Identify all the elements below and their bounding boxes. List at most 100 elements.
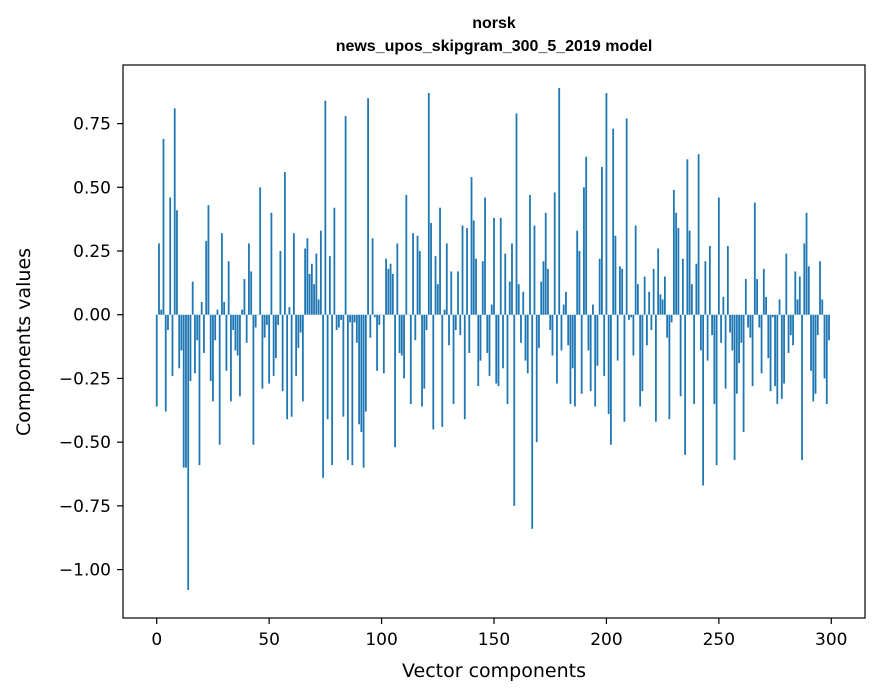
bar xyxy=(515,113,518,315)
bar xyxy=(648,291,651,315)
bar xyxy=(434,256,437,315)
bar xyxy=(751,314,754,387)
bar xyxy=(176,210,178,315)
bar xyxy=(468,314,471,353)
x-tick-label: 100 xyxy=(365,630,397,650)
bar xyxy=(270,212,273,315)
bar xyxy=(713,314,716,404)
bar xyxy=(398,314,401,353)
bar xyxy=(454,314,457,331)
bar xyxy=(625,118,628,315)
bar xyxy=(158,243,160,315)
y-axis-label: Components values xyxy=(13,248,35,436)
bar xyxy=(551,314,554,356)
bar xyxy=(506,314,509,404)
bar xyxy=(715,314,718,466)
bar xyxy=(796,299,799,315)
bar xyxy=(286,314,289,420)
bar xyxy=(414,314,417,341)
bar xyxy=(720,314,722,343)
bar xyxy=(481,261,484,315)
bar xyxy=(250,271,253,315)
bar xyxy=(430,223,432,315)
bar xyxy=(565,291,567,315)
bar xyxy=(569,314,572,404)
bar xyxy=(632,314,635,356)
bar xyxy=(349,314,351,323)
bar xyxy=(259,187,262,315)
bar xyxy=(409,314,412,404)
bar xyxy=(690,284,693,315)
bar xyxy=(263,314,266,338)
bar xyxy=(637,284,639,315)
bar xyxy=(650,314,653,331)
bar xyxy=(614,235,617,315)
bar xyxy=(828,314,830,341)
bar xyxy=(344,115,347,315)
bar xyxy=(191,281,194,315)
bar xyxy=(198,314,201,466)
bar xyxy=(643,276,646,315)
bar xyxy=(200,302,203,315)
bar xyxy=(169,197,172,315)
bar xyxy=(441,314,444,427)
y-axis-ticks: 0.75 0.50 0.25 0.00 −0.25 −0.50 −0.75 −1.00 xyxy=(59,115,123,581)
bar xyxy=(490,304,493,315)
bar xyxy=(801,314,803,460)
bar xyxy=(567,314,570,346)
bar xyxy=(771,314,774,318)
bar xyxy=(756,279,758,315)
bar xyxy=(394,314,396,448)
bar xyxy=(740,314,743,343)
bar xyxy=(245,314,248,343)
bar xyxy=(697,154,700,315)
bar xyxy=(308,273,311,315)
bar xyxy=(695,263,698,315)
bar xyxy=(558,87,561,315)
bar xyxy=(301,314,304,402)
bar xyxy=(760,314,763,374)
bar xyxy=(385,258,387,315)
y-tick-label: −0.75 xyxy=(59,497,111,517)
bar xyxy=(391,273,394,315)
bar xyxy=(571,314,574,369)
bar xyxy=(387,268,390,315)
bar xyxy=(340,314,342,320)
bar xyxy=(524,314,527,361)
bar xyxy=(553,192,556,315)
x-tick-label: 200 xyxy=(590,630,622,650)
bar xyxy=(445,243,448,315)
y-tick-label: 0.50 xyxy=(73,178,111,198)
bar xyxy=(762,268,765,315)
bar xyxy=(585,156,588,315)
bar xyxy=(360,314,363,432)
bar xyxy=(225,314,228,371)
bar xyxy=(758,314,761,328)
x-tick-label: 150 xyxy=(478,630,510,650)
bar xyxy=(252,314,255,445)
x-tick-label: 0 xyxy=(151,630,162,650)
bar xyxy=(562,304,565,315)
bar xyxy=(369,314,372,338)
bar xyxy=(733,314,736,460)
bar xyxy=(436,284,439,315)
bar xyxy=(699,314,702,351)
bar xyxy=(722,296,725,315)
bar xyxy=(495,314,498,384)
bar xyxy=(724,314,727,389)
bar xyxy=(659,294,662,315)
bar xyxy=(672,189,675,315)
bar xyxy=(194,314,196,374)
bar xyxy=(663,276,666,315)
x-axis-ticks: 0 50 100 150 200 250 300 xyxy=(151,618,847,650)
bar xyxy=(185,314,187,468)
bar xyxy=(776,314,779,404)
bar xyxy=(607,314,610,415)
bar xyxy=(180,314,183,351)
bar xyxy=(452,314,455,404)
bar xyxy=(544,212,547,315)
bar xyxy=(459,314,462,336)
bar xyxy=(517,284,520,315)
bar xyxy=(364,314,367,412)
